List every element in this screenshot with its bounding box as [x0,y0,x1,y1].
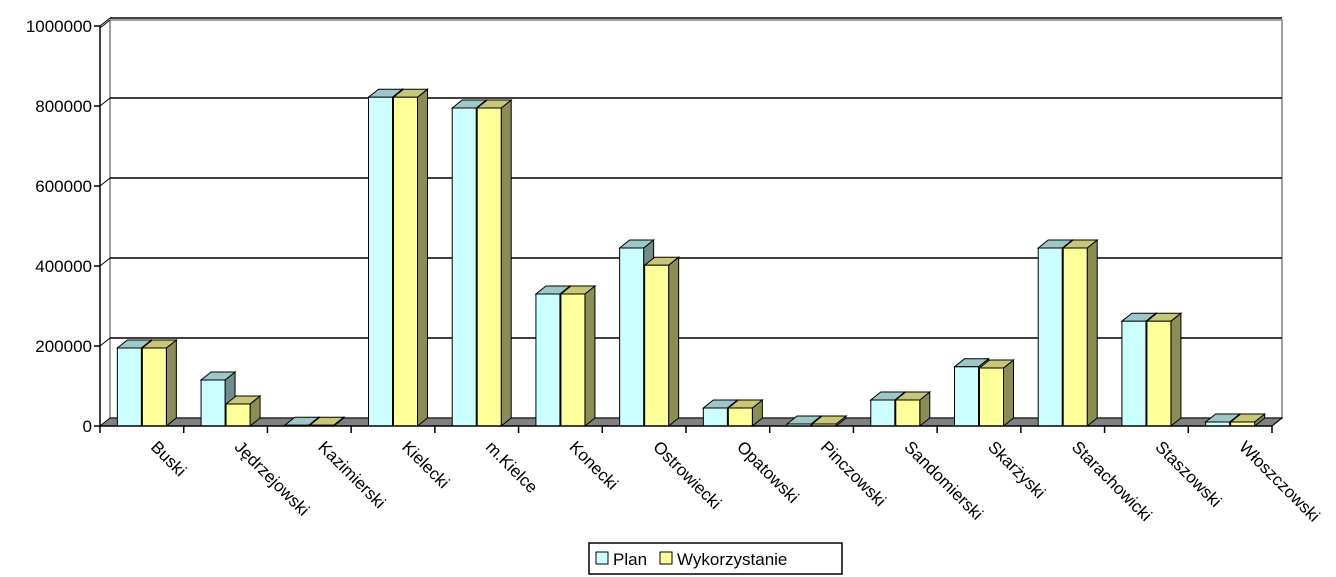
bar-wykorzystanie [810,414,848,428]
x-tick-label: m.Kielce [482,437,542,497]
legend-label-plan: Plan [613,550,647,569]
x-tick-label: Skarżyski [984,437,1049,502]
bar-wykorzystanie [1145,312,1183,428]
x-tick-label: Jędrzejowski [231,437,313,519]
gridline-wall [99,257,111,267]
legend-swatch-wykorzystanie [659,551,673,565]
bar-wykorzystanie [392,88,429,428]
y-tick-label: 200000 [35,337,92,356]
bar-wykorzystanie [643,256,681,428]
x-tick-label: Włoszczowski [1235,437,1323,525]
gridline-wall [99,337,111,347]
x-tick-label: Starachowicki [1068,437,1156,525]
x-tick-label: Konecki [566,437,622,493]
gridline-wall [99,17,111,27]
bar-wykorzystanie [559,284,597,428]
x-tick-label: Ostrowiecki [649,437,725,513]
legend-label-wykorzystanie: Wykorzystanie [677,550,787,569]
x-tick-label: Pinczowski [817,437,890,510]
y-tick-label: 600000 [35,177,92,196]
legend: Plan Wykorzystanie [588,542,843,575]
bar-wykorzystanie [978,358,1015,428]
x-tick-label: Kielecki [398,437,453,492]
left-wall-edge [99,19,111,29]
x-tick-label: Opatowski [733,437,803,507]
x-tick-label: Kazimierski [314,437,389,512]
bar-wykorzystanie [1229,412,1267,428]
legend-swatch-plan [595,551,609,565]
bar-wykorzystanie [140,338,178,428]
x-axis-edge [1271,417,1283,427]
back-wall [109,19,1283,419]
x-tick-label: Buski [147,437,190,480]
bar-wykorzystanie [1061,238,1099,428]
gridline-wall [99,97,111,107]
y-tick-label: 0 [83,417,92,436]
bar-wykorzystanie [475,98,513,428]
y-tick-label: 800000 [35,97,92,116]
y-tick-label: 400000 [35,257,92,276]
bar-wykorzystanie [224,394,262,428]
x-tick-label: Staszowski [1152,437,1226,511]
bar-wykorzystanie [894,390,932,428]
gridline-wall [99,177,111,187]
floor [98,417,1284,427]
bar-wykorzystanie [726,398,764,428]
legend-box [588,542,843,575]
x-tick-label: Sandomierski [900,437,986,523]
y-tick-label: 1000000 [26,17,92,36]
